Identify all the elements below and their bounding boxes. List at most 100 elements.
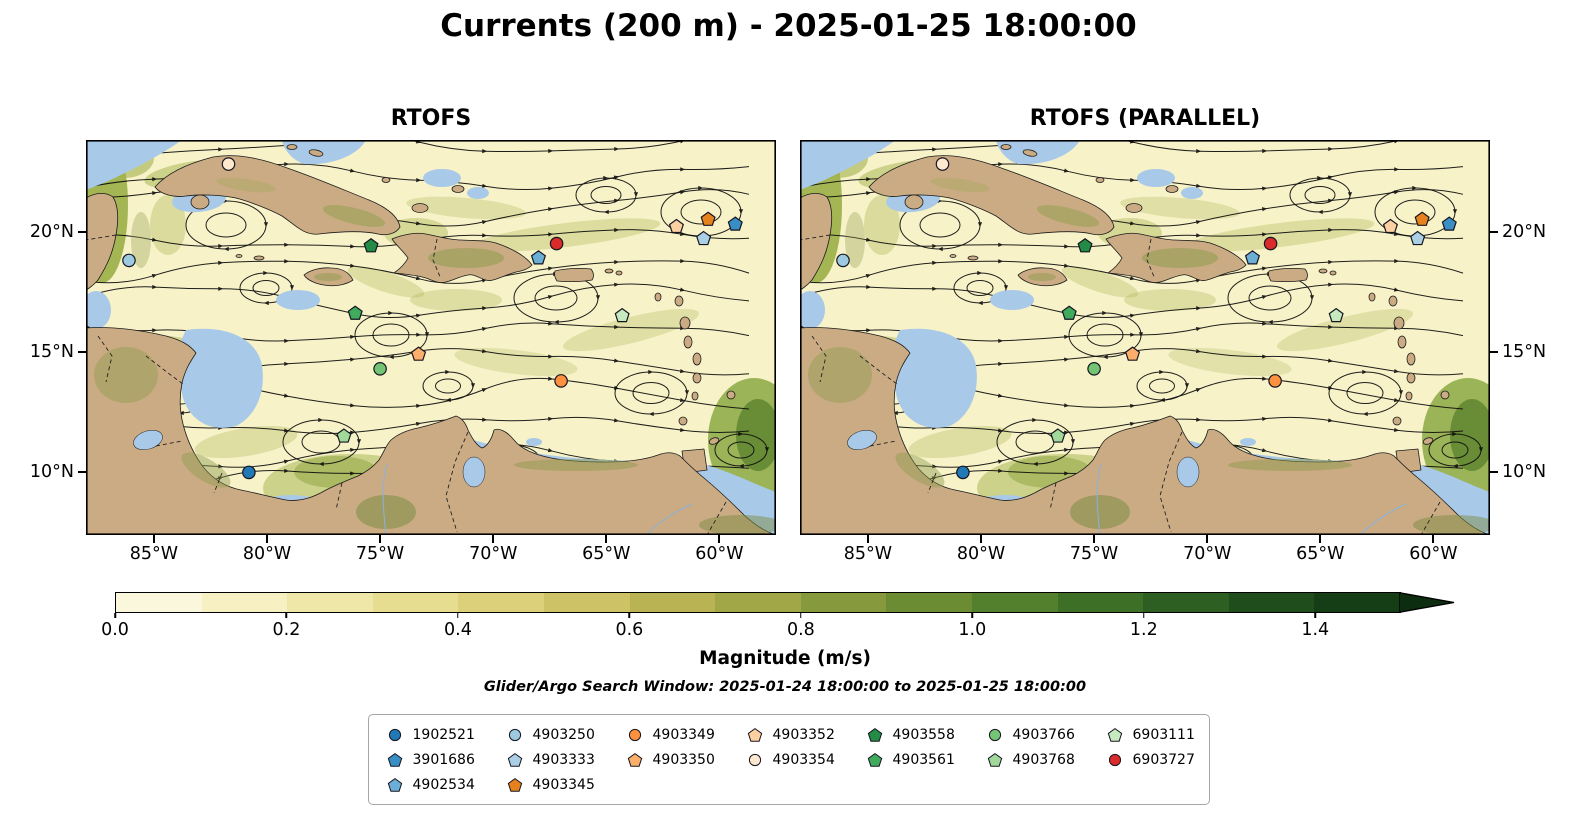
- x-tick-label: 80°W: [956, 544, 1006, 564]
- x-tick-label: 85°W: [843, 544, 893, 564]
- colorbar-segment: [971, 593, 1058, 612]
- colorbar-segment: [629, 593, 716, 612]
- legend-entry-label: 1902521: [412, 726, 475, 743]
- float-marker-4903250: [122, 253, 136, 268]
- legend-entry-4903354: 4903354: [747, 747, 835, 772]
- x-tick: [152, 535, 155, 543]
- legend-entry-label: 4903768: [1012, 751, 1075, 768]
- float-marker-4903333: [1410, 230, 1426, 246]
- x-tick-label: 70°W: [1183, 544, 1232, 564]
- legend-entry-label: 4902534: [412, 776, 475, 793]
- legend-entry-4903333: 4903333: [507, 747, 595, 772]
- colorbar-segment: [800, 593, 887, 612]
- x-tick: [605, 535, 608, 543]
- legend: 1902521 3901686 4902534 4903250 4903333 49033…: [367, 714, 1210, 805]
- float-marker-6903111: [614, 307, 630, 323]
- colorbar-tick-label: 1.2: [1129, 620, 1158, 640]
- float-marker-4902534: [530, 250, 547, 265]
- pentagon-marker-icon: [387, 752, 402, 767]
- y-tick-label: 10°N: [1502, 462, 1547, 483]
- legend-entry-label: 4903354: [772, 751, 835, 768]
- colorbar-segment: [287, 593, 373, 612]
- colorbar-tick: [457, 613, 459, 618]
- float-marker-4903350: [411, 346, 427, 361]
- x-tick-label: 65°W: [582, 544, 631, 564]
- x-tick: [1432, 535, 1435, 543]
- legend-entry-label: 4903352: [772, 726, 835, 743]
- legend-entry-empty: [747, 772, 831, 797]
- float-marker-4902534: [1244, 250, 1261, 265]
- y-tick: [78, 350, 86, 353]
- colorbar-tick: [971, 613, 974, 618]
- legend-entry-label: 6903111: [1132, 726, 1195, 743]
- legend-entry-label: 4903250: [532, 726, 595, 743]
- legend-entry-4903558: 4903558: [867, 722, 955, 747]
- y-tick: [78, 230, 86, 233]
- colorbar-segment: [1314, 593, 1400, 612]
- panel-rtofs-parallel: RTOFS (PARALLEL) 85°W 80°W 75°W 70°W 65°W 60°…: [800, 106, 1546, 564]
- pentagon-marker-icon: [867, 752, 882, 767]
- legend-entry-4903350: 4903350: [627, 747, 715, 772]
- float-marker-3901686: [727, 216, 743, 231]
- colorbar-tick-label: 0.4: [444, 620, 472, 640]
- colorbar-segment: [372, 593, 459, 612]
- float-marker-4903766: [1087, 362, 1101, 376]
- y-tick: [1490, 230, 1498, 233]
- colorbar-tick-label: 0.6: [615, 620, 644, 640]
- float-marker-4903561: [1061, 305, 1077, 320]
- circle-marker-icon: [628, 728, 641, 741]
- circle-marker-icon: [748, 753, 761, 766]
- float-marker-4903333: [696, 230, 712, 246]
- legend-entry-4903349: 4903349: [627, 722, 715, 747]
- float-marker-4903352: [1382, 218, 1399, 234]
- float-marker-1902521: [956, 465, 970, 480]
- y-tick: [78, 471, 86, 474]
- colorbar-tick: [800, 613, 802, 618]
- float-marker-4903352: [668, 218, 685, 234]
- x-tick: [866, 535, 869, 543]
- circle-marker-icon: [988, 728, 1001, 741]
- float-marker-3901686: [1441, 216, 1457, 231]
- map-rtofs-parallel: [800, 140, 1490, 535]
- legend-entry-label: 4903766: [1012, 726, 1075, 743]
- x-tick: [979, 535, 982, 543]
- float-marker-4903354: [935, 157, 950, 171]
- x-tick: [1319, 535, 1322, 543]
- pentagon-marker-icon: [507, 752, 522, 767]
- y-tick-label: 20°N: [1502, 221, 1547, 242]
- colorbar-label: Magnitude (m/s): [699, 648, 871, 669]
- colorbar-tick: [628, 613, 631, 618]
- legend-entry-label: 4903333: [532, 751, 595, 768]
- float-marker-4903250: [836, 253, 850, 268]
- colorbar-segment: [116, 593, 202, 612]
- x-tick-label: 60°W: [695, 544, 744, 564]
- colorbar-segment: [1228, 593, 1315, 612]
- y-tick-label: 20°N: [29, 221, 74, 242]
- pentagon-marker-icon: [987, 752, 1002, 767]
- colorbar-tick-label: 0.8: [786, 620, 815, 640]
- y-tick-label: 15°N: [29, 341, 74, 362]
- pentagon-marker-icon: [747, 727, 762, 742]
- colorbar-tick: [285, 613, 288, 618]
- panel-rtofs-parallel-title: RTOFS (PARALLEL): [1029, 106, 1261, 131]
- legend-entry-empty: [1107, 772, 1191, 797]
- pentagon-marker-icon: [507, 777, 522, 792]
- x-tick-label: 80°W: [242, 544, 292, 564]
- circle-marker-icon: [388, 728, 401, 741]
- float-marker-4903349: [554, 374, 568, 388]
- float-marker-4903768: [1050, 428, 1066, 443]
- x-tick: [1206, 535, 1209, 543]
- y-tick-label: 15°N: [1502, 341, 1547, 362]
- y-tick-label: 10°N: [29, 462, 74, 483]
- colorbar-tick: [114, 613, 116, 618]
- colorbar-tick-label: 0.2: [272, 620, 301, 640]
- float-marker-4903349: [1268, 374, 1282, 388]
- x-tick: [718, 535, 721, 543]
- legend-entry-4903345: 4903345: [507, 772, 595, 797]
- colorbar-tick-label: 1.0: [958, 620, 987, 640]
- x-tick: [492, 535, 495, 543]
- search-window-text: Glider/Argo Search Window: 2025-01-24 18…: [483, 679, 1087, 695]
- colorbar-segment: [543, 593, 630, 612]
- legend-entry-4903768: 4903768: [987, 747, 1075, 772]
- x-tick-label: 70°W: [469, 544, 518, 564]
